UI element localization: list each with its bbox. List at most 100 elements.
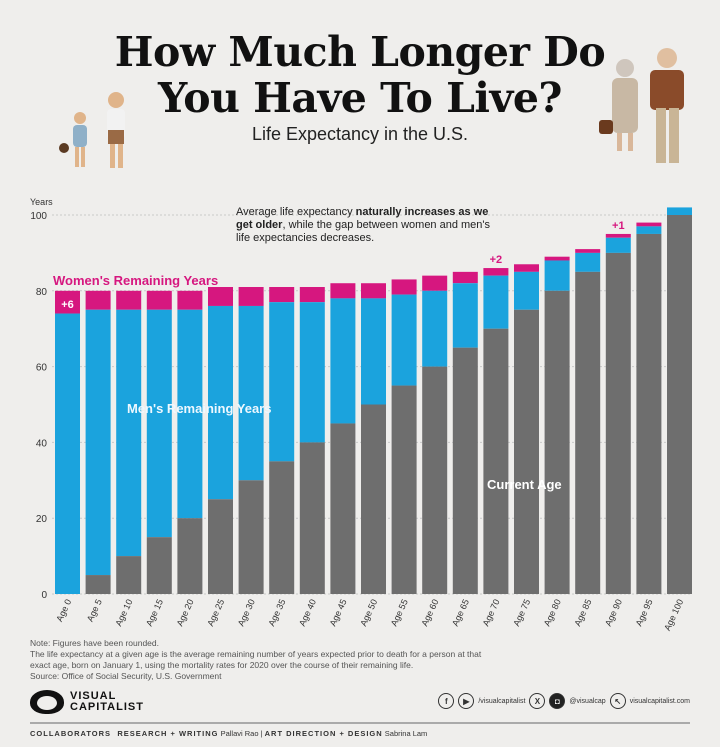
bar-men-remaining [605, 237, 631, 253]
social-handle-1[interactable]: /visualcapitalist [478, 697, 526, 705]
bar-men-remaining [544, 260, 570, 291]
y-tick-label: 60 [36, 363, 48, 374]
collaborators: COLLABORATORS RESEARCH + WRITING Pallavi… [30, 729, 428, 738]
facebook-icon[interactable]: f [438, 693, 455, 709]
bar-men-remaining [391, 294, 417, 386]
bar-current-age [330, 423, 356, 594]
x-tick-label: Age 5 [85, 598, 104, 624]
x-tick-label: Age 100 [662, 598, 685, 633]
bar-women-remaining [483, 268, 509, 276]
gap-annotation: +6 [61, 299, 74, 311]
bar-current-age [361, 404, 386, 594]
life-expectancy-chart: Years 0 20 40 60 80 100 Age 0 Age 5 Age 10 Age 15 A… [30, 197, 692, 633]
bar-men-remaining [116, 309, 142, 557]
role-design: ART DIRECTION + DESIGN [264, 729, 383, 738]
bar-women-remaining [361, 283, 386, 299]
x-tick-label: Age 95 [634, 598, 655, 628]
bar-men-remaining [177, 309, 203, 519]
cursor-icon[interactable]: ↖ [609, 693, 626, 709]
x-tick-label: Age 10 [113, 598, 134, 628]
footer-divider [30, 722, 690, 724]
title-line-2: You Have To Live? [158, 74, 562, 122]
logo-line-2: CAPITALIST [70, 701, 144, 713]
bar-women-remaining [269, 287, 295, 303]
bar-current-age [605, 252, 631, 594]
x-tick-label: Age 0 [54, 598, 73, 624]
bar-current-age [544, 290, 570, 594]
bar-women-remaining [177, 290, 203, 310]
callout-text: Average life expectancy [236, 206, 356, 218]
bar-current-age [116, 556, 142, 594]
bar-women-remaining [116, 290, 142, 310]
x-tick-label: Age 90 [603, 598, 624, 628]
bar-men-remaining [422, 290, 448, 367]
bar-women-remaining [208, 287, 233, 306]
bar-women-remaining [544, 256, 570, 261]
source: Source: Office of Social Security, U.S. … [30, 671, 222, 681]
subtitle: Life Expectancy in the U.S. [251, 124, 469, 144]
bar-current-age [514, 309, 539, 594]
logo-icon [30, 690, 64, 714]
bar-men-remaining [238, 305, 264, 481]
bar-women-remaining [605, 233, 631, 238]
callout-text-end: , while the gap between women and men's … [236, 219, 491, 244]
bar-current-age [146, 537, 172, 594]
bar-men-remaining [55, 313, 80, 594]
x-tick-label: Age 70 [481, 598, 502, 628]
bar-current-age [667, 215, 692, 594]
note-rounded: Note: Figures have been rounded. [30, 638, 160, 648]
x-tick-label: Age 35 [266, 598, 287, 628]
bar-current-age [483, 328, 509, 594]
visual-capitalist-logo[interactable]: VISUAL CAPITALIST [30, 690, 144, 714]
bar-current-age [299, 442, 325, 594]
x-tick-label: Age 40 [297, 598, 318, 628]
logo-line-1: VISUAL [70, 690, 117, 702]
elderly-figurines [599, 48, 684, 163]
gap-annotation: +1 [612, 220, 625, 232]
x-tick-label: Age 60 [419, 598, 440, 628]
bar-men-remaining [636, 226, 662, 234]
y-axis-label: Years [30, 197, 53, 207]
instagram-icon[interactable]: ◘ [549, 693, 566, 709]
bar-women-remaining [636, 222, 662, 227]
bar-current-age [575, 271, 601, 594]
x-tick-label: Age 55 [389, 598, 410, 628]
x-tick-label: Age 30 [236, 598, 257, 628]
bar-women-remaining [55, 290, 80, 314]
x-tick-label: Age 15 [144, 598, 165, 628]
children-figurines [59, 92, 125, 168]
y-tick-label: 40 [36, 438, 48, 449]
legend-current-age: Current Age [487, 477, 562, 492]
x-tick-label: Age 80 [542, 598, 563, 628]
bar-men-remaining [330, 298, 356, 424]
collab-label: COLLABORATORS [30, 729, 112, 738]
role-research: RESEARCH + WRITING [117, 729, 219, 738]
y-tick-label: 80 [36, 287, 48, 298]
website-link[interactable]: visualcapitalist.com [629, 697, 690, 705]
footnote: Note: Figures have been rounded. The lif… [30, 638, 500, 682]
x-tick-label: Age 45 [328, 598, 349, 628]
bar-men-remaining [575, 252, 601, 272]
bar-current-age [177, 518, 203, 594]
bar-women-remaining [422, 275, 448, 291]
bar-current-age [208, 499, 233, 594]
x-tick-label: Age 85 [572, 598, 593, 628]
youtube-icon[interactable]: ▶ [458, 693, 475, 709]
y-tick-label: 20 [36, 514, 48, 525]
bar-current-age [636, 233, 662, 594]
figurines-illustration [59, 48, 684, 168]
legend-men-remaining: Men's Remaining Years [127, 401, 271, 416]
bar-men-remaining [146, 309, 172, 538]
x-tick-label: Age 65 [450, 598, 471, 628]
y-tick-label: 0 [41, 590, 47, 601]
bar-women-remaining [299, 287, 325, 303]
bar-men-remaining [299, 302, 325, 443]
social-links: f ▶ /visualcapitalist X ◘ @visualcap ↖ v… [438, 693, 690, 709]
social-handle-2[interactable]: @visualcap [569, 697, 606, 705]
bar-men-remaining [269, 302, 295, 462]
bar-men-remaining [452, 283, 478, 348]
x-icon[interactable]: X [529, 693, 546, 709]
bar-women-remaining [146, 290, 172, 310]
bar-current-age [422, 366, 448, 594]
bar-current-age [238, 480, 264, 594]
